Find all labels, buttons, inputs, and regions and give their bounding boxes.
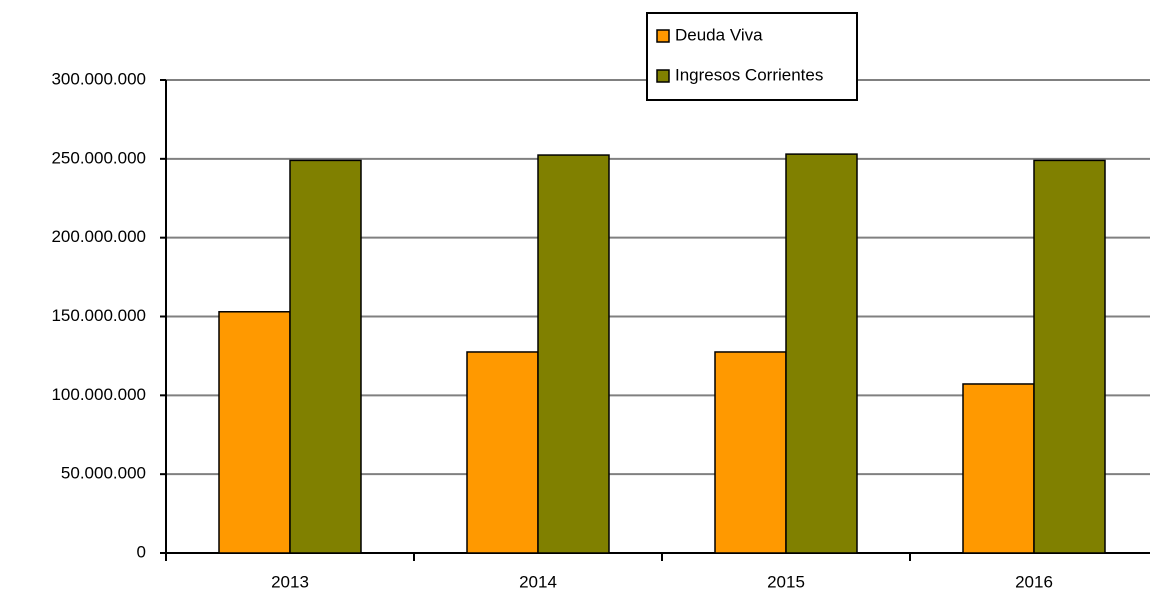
y-tick-label: 50.000.000 bbox=[61, 464, 146, 483]
legend-swatch bbox=[656, 29, 670, 43]
legend-box bbox=[646, 12, 858, 101]
bar bbox=[289, 159, 362, 554]
y-tick-label: 150.000.000 bbox=[51, 306, 146, 325]
bar bbox=[466, 351, 539, 554]
x-tick-label: 2013 bbox=[271, 572, 309, 591]
x-tick-label: 2014 bbox=[519, 572, 557, 591]
x-tick-label: 2016 bbox=[1015, 572, 1053, 591]
bar bbox=[962, 383, 1035, 554]
y-tick-label: 300.000.000 bbox=[51, 69, 146, 88]
bar bbox=[714, 351, 787, 554]
y-tick-label: 250.000.000 bbox=[51, 148, 146, 167]
legend-swatch bbox=[656, 69, 670, 83]
x-tick-label: 2015 bbox=[767, 572, 805, 591]
bar bbox=[218, 311, 291, 554]
y-tick-label: 0 bbox=[137, 542, 146, 561]
y-tick-label: 100.000.000 bbox=[51, 385, 146, 404]
bar bbox=[785, 153, 858, 554]
bar bbox=[1033, 159, 1106, 554]
legend-label: Deuda Viva bbox=[675, 25, 763, 44]
y-tick-label: 200.000.000 bbox=[51, 227, 146, 246]
legend-label: Ingresos Corrientes bbox=[675, 65, 823, 84]
bar bbox=[537, 154, 610, 554]
